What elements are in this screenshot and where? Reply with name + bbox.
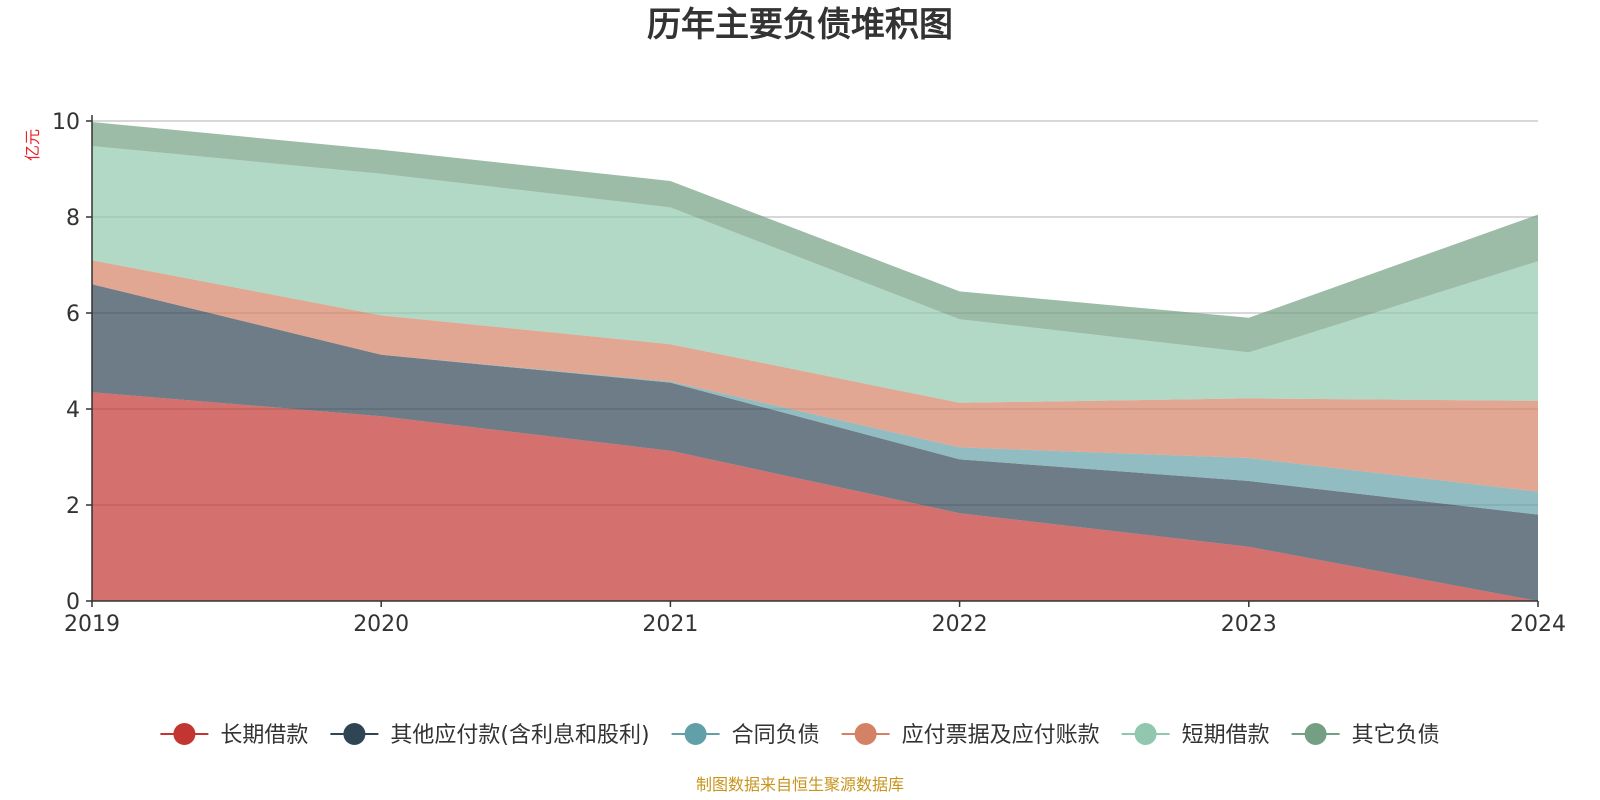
legend-label: 短期借款	[1182, 723, 1270, 748]
legend-item-1[interactable]: 其他应付款(含利息和股利)	[330, 723, 650, 748]
axes: 0 2 4 6 8 10 2019 2020 2021 2022 2023 2024	[52, 110, 1566, 637]
legend-label: 其他应付款(含利息和股利)	[390, 723, 649, 748]
area-series-group	[92, 122, 1538, 601]
y-axis-unit-label: 亿元	[23, 129, 42, 161]
y-tick-label: 6	[66, 302, 80, 327]
y-tick-label: 4	[66, 398, 80, 423]
y-tick-label: 0	[66, 590, 80, 615]
x-tick-label: 2022	[932, 612, 988, 637]
legend-item-4[interactable]: 短期借款	[1121, 723, 1270, 748]
legend-marker	[684, 723, 707, 745]
y-tick-label: 2	[66, 494, 80, 519]
legend-marker	[854, 723, 877, 745]
legend-label: 长期借款	[220, 723, 308, 748]
area-series-1[interactable]	[92, 284, 1538, 601]
legend-item-0[interactable]: 长期借款	[160, 723, 308, 748]
legend-item-5[interactable]: 其它负债	[1291, 723, 1440, 748]
area-series-2[interactable]	[92, 284, 1538, 515]
legend-item-3[interactable]: 应付票据及应付账款	[841, 723, 1100, 748]
legend-marker	[1304, 723, 1327, 745]
legend-marker	[1134, 723, 1157, 745]
area-series-4[interactable]	[92, 146, 1538, 403]
legend-label: 合同负债	[732, 723, 820, 748]
legend-marker	[343, 723, 366, 745]
y-tick-label: 8	[66, 206, 80, 231]
x-tick-label: 2024	[1510, 612, 1566, 637]
x-tick-label: 2023	[1221, 612, 1277, 637]
legend-label: 其它负债	[1352, 723, 1440, 748]
y-tick-label: 10	[52, 110, 80, 135]
area-series-0[interactable]	[92, 392, 1538, 601]
area-series-3[interactable]	[92, 260, 1538, 492]
legend-label: 应付票据及应付账款	[902, 723, 1100, 748]
legend-marker	[173, 723, 196, 745]
chart-title: 历年主要负债堆积图	[647, 5, 953, 45]
data-source-note: 制图数据来自恒生聚源数据库	[696, 775, 904, 794]
x-tick-label: 2019	[64, 612, 120, 637]
legend-item-2[interactable]: 合同负债	[671, 723, 820, 748]
area-series-5[interactable]	[92, 122, 1538, 353]
x-tick-label: 2020	[353, 612, 409, 637]
x-tick-label: 2021	[642, 612, 698, 637]
legend[interactable]: 长期借款 其他应付款(含利息和股利) 合同负债 应付票据及应付账款 短期借款 其它负债	[160, 723, 1440, 748]
